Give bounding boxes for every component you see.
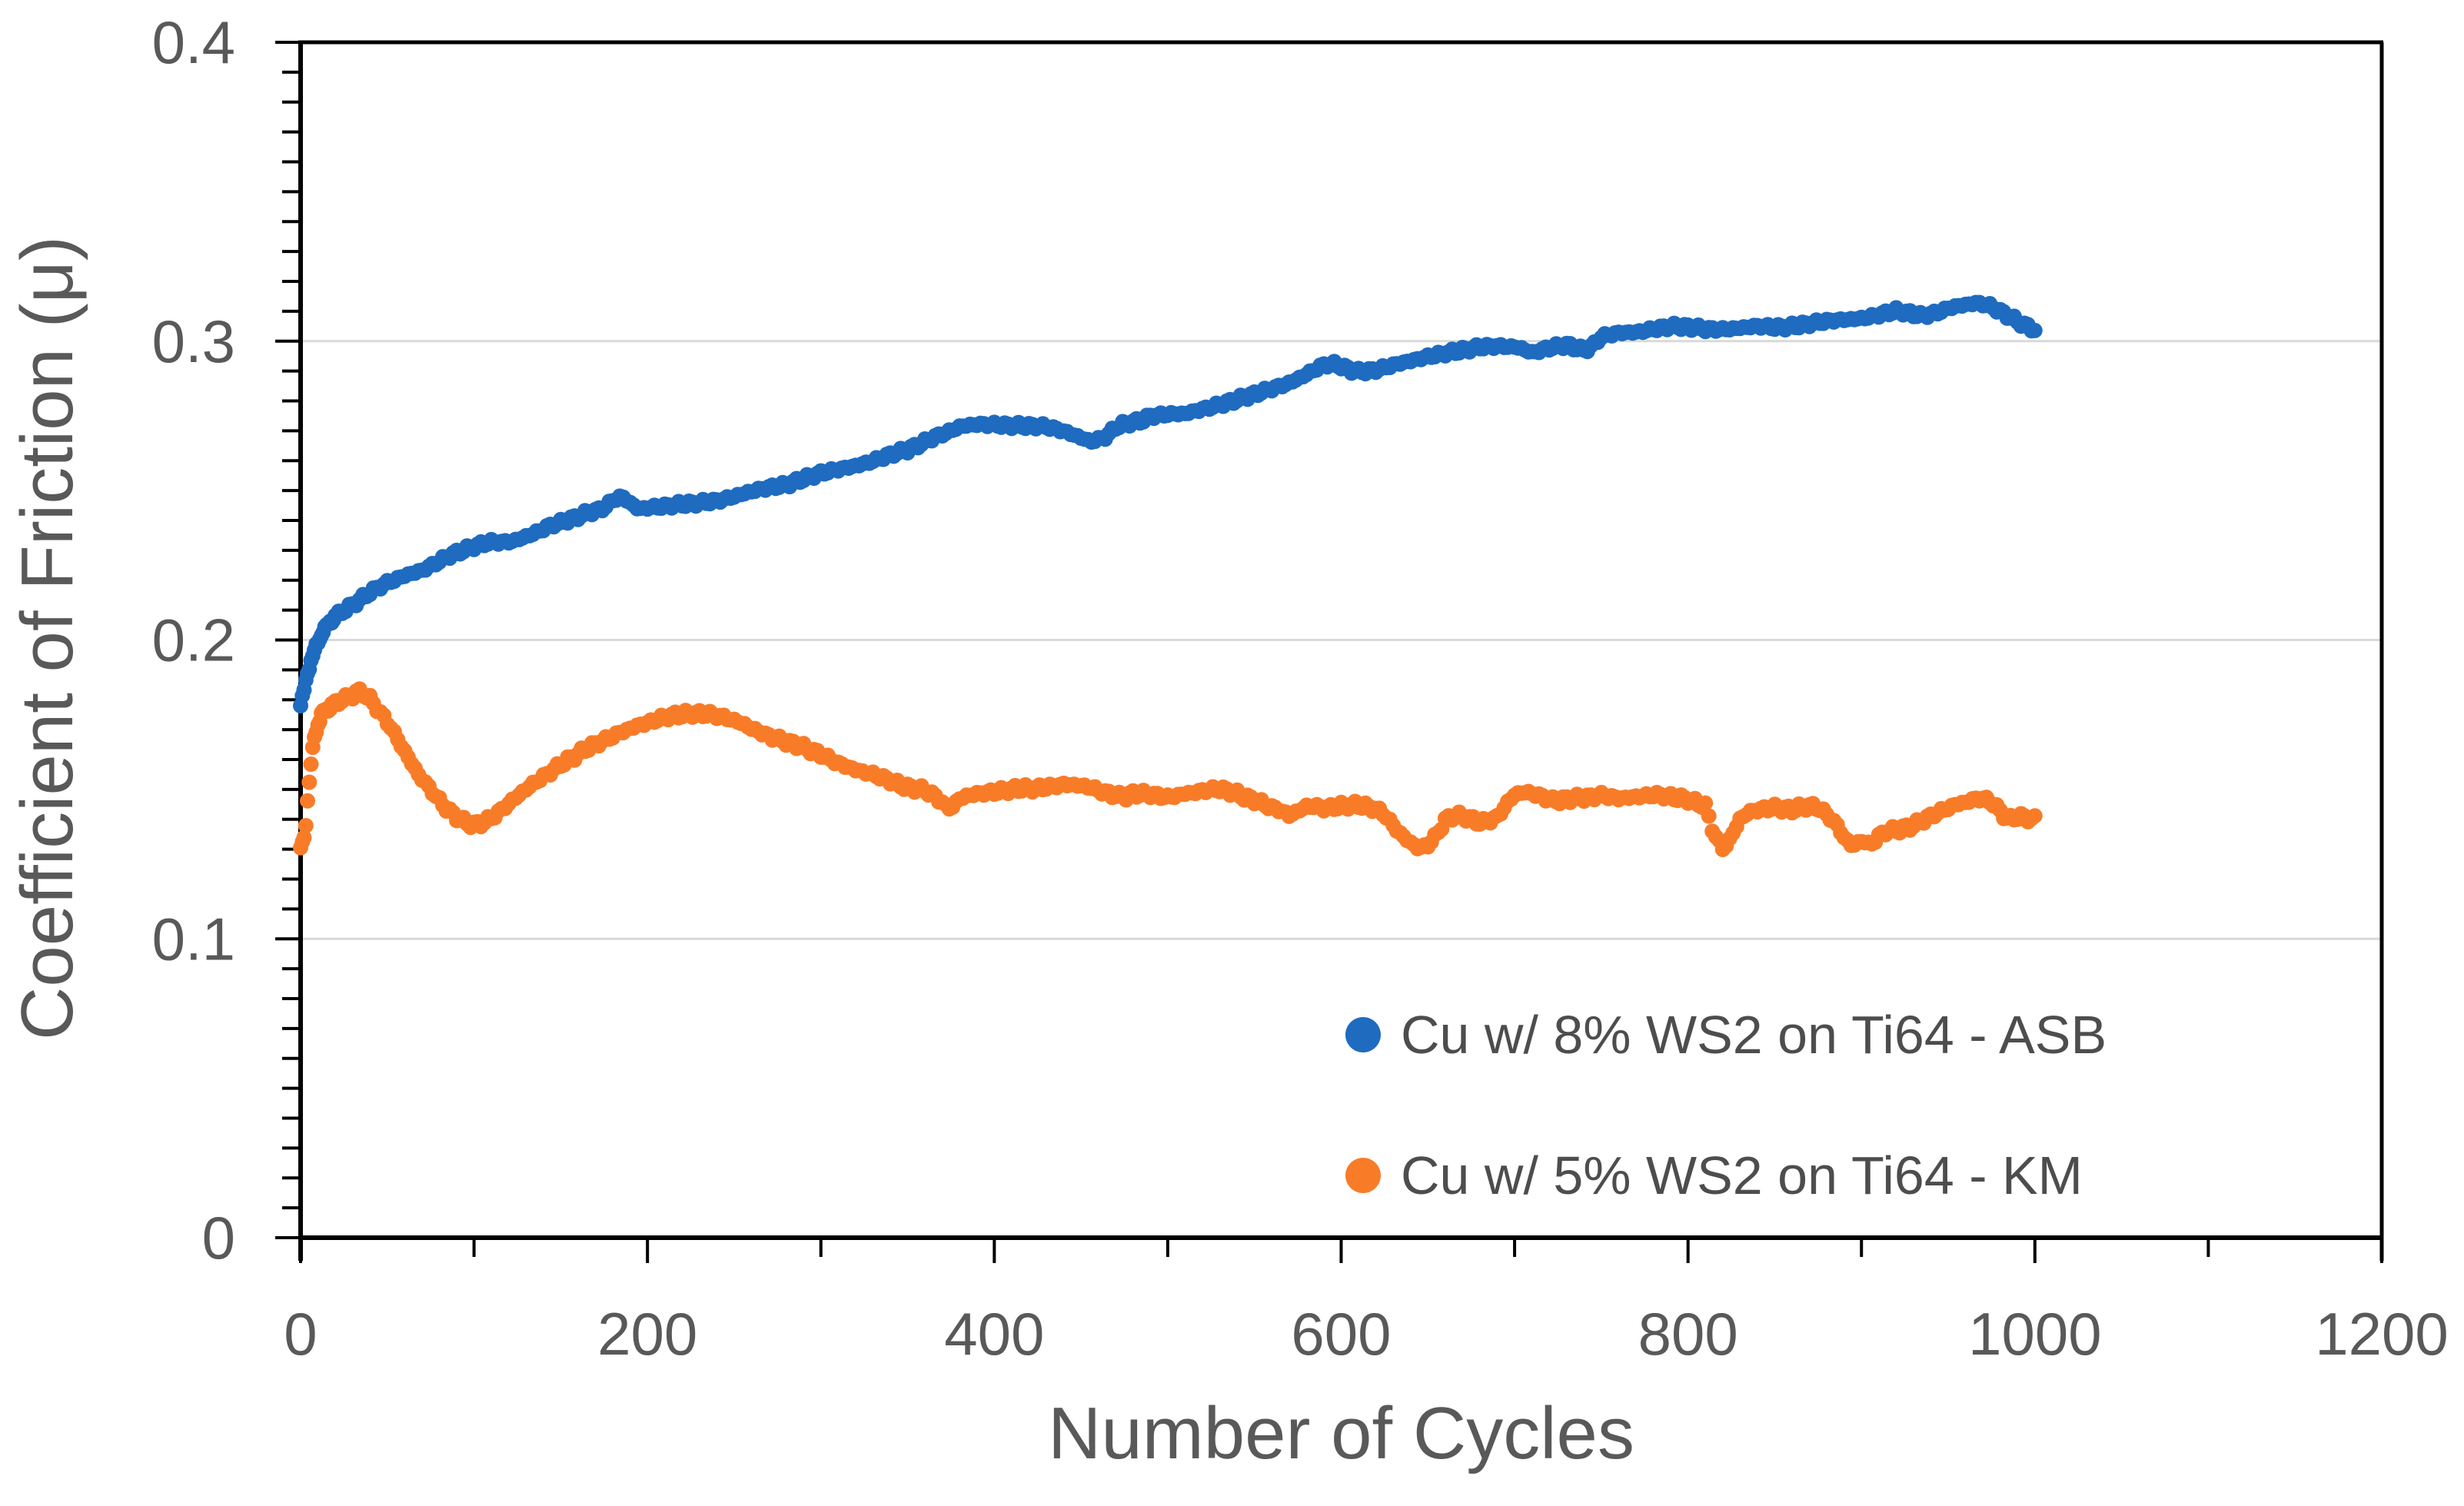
legend-label-asb: Cu w/ 8% WS2 on Ti64 - ASB [1401,1005,2107,1065]
legend-item-km: Cu w/ 5% WS2 on Ti64 - KM [1345,1140,2083,1211]
legend-marker-blue-circle-icon [1345,1017,1381,1052]
svg-text:0.3: 0.3 [152,308,235,375]
plot-frame [298,40,2384,1261]
svg-text:400: 400 [944,1300,1044,1368]
svg-text:0.4: 0.4 [152,8,235,76]
series-km-points [293,681,2043,857]
svg-text:1000: 1000 [1968,1300,2102,1368]
svg-text:600: 600 [1291,1300,1391,1368]
x-tick-labels: 0 200 400 600 800 1000 1200 [284,1300,2448,1368]
x-axis-title: Number of Cycles [1048,1392,1634,1474]
gridlines [303,340,2380,940]
svg-text:0.2: 0.2 [152,607,235,674]
axis-ticks [275,41,2383,1263]
y-tick-labels: 0 0.1 0.2 0.3 0.4 [152,8,235,1272]
svg-text:0: 0 [202,1204,235,1272]
svg-text:1200: 1200 [2315,1300,2449,1368]
legend-label-km: Cu w/ 5% WS2 on Ti64 - KM [1401,1145,2083,1205]
svg-text:200: 200 [597,1300,697,1368]
axes [298,42,2383,1261]
y-axis-title: Coefficient of Friction (μ) [6,236,89,1040]
svg-text:800: 800 [1638,1300,1738,1368]
legend-marker-orange-circle-icon [1345,1158,1381,1193]
svg-text:0.1: 0.1 [152,905,235,972]
series-asb-points [293,294,2043,713]
svg-text:0: 0 [284,1300,317,1368]
legend-item-asb: Cu w/ 8% WS2 on Ti64 - ASB [1345,999,2107,1070]
